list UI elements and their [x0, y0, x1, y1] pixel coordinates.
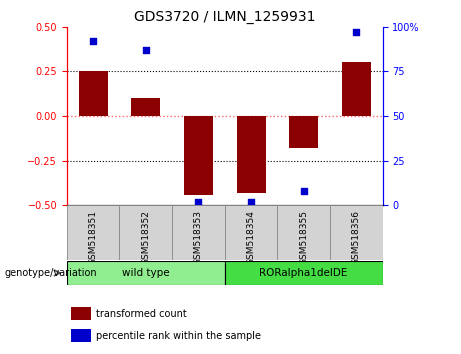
Bar [342, 62, 371, 116]
Text: RORalpha1delDE: RORalpha1delDE [260, 268, 348, 278]
Text: GSM518351: GSM518351 [89, 210, 98, 265]
Bar [225, 261, 383, 285]
Point [142, 47, 149, 53]
Bar [225, 205, 278, 260]
Bar [131, 98, 160, 116]
Text: transformed count: transformed count [96, 309, 187, 319]
Bar [79, 71, 107, 116]
Bar [236, 116, 266, 193]
Point [300, 188, 307, 194]
Text: GSM518352: GSM518352 [141, 210, 150, 264]
Title: GDS3720 / ILMN_1259931: GDS3720 / ILMN_1259931 [134, 10, 315, 24]
Bar [71, 307, 91, 320]
Point [248, 199, 255, 205]
Point [353, 29, 360, 35]
Text: wild type: wild type [122, 268, 170, 278]
Bar [278, 205, 330, 260]
Text: GSM518354: GSM518354 [247, 210, 255, 264]
Text: genotype/variation: genotype/variation [5, 268, 97, 278]
Point [89, 38, 97, 44]
Bar [71, 330, 91, 342]
Bar [184, 116, 213, 195]
Bar [67, 261, 225, 285]
Bar [289, 116, 318, 148]
Bar [67, 205, 119, 260]
Point [195, 199, 202, 205]
Bar [330, 205, 383, 260]
Bar [172, 205, 225, 260]
Bar [119, 205, 172, 260]
Text: GSM518353: GSM518353 [194, 210, 203, 265]
Text: percentile rank within the sample: percentile rank within the sample [96, 331, 261, 341]
Text: GSM518356: GSM518356 [352, 210, 361, 265]
Text: GSM518355: GSM518355 [299, 210, 308, 265]
